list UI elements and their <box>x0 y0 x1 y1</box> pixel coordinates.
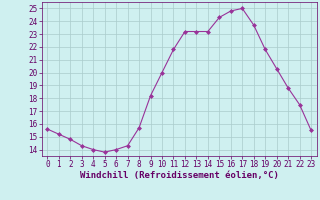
X-axis label: Windchill (Refroidissement éolien,°C): Windchill (Refroidissement éolien,°C) <box>80 171 279 180</box>
